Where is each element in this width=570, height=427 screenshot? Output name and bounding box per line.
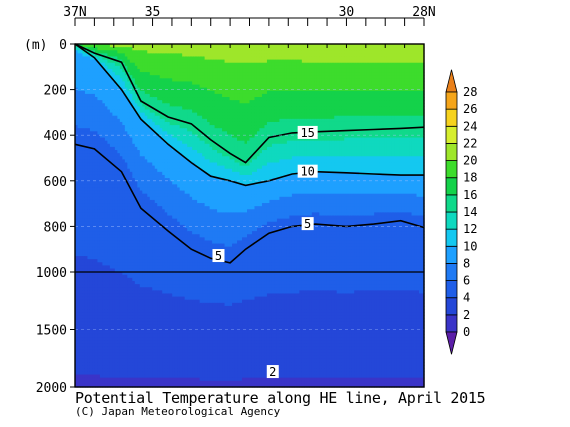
colorbar-block [446, 315, 457, 332]
y-tick-label: 800 [44, 220, 67, 235]
colorbar-top-arrow [446, 70, 457, 92]
colorbar-label: 10 [463, 239, 477, 253]
contour-label: 10 [300, 165, 314, 179]
colorbar-block [446, 195, 457, 212]
y-axis-label: (m) [24, 38, 47, 53]
y-tick-label: 0 [59, 38, 67, 53]
x-tick-label: 35 [145, 5, 161, 20]
y-tick-label: 1000 [36, 266, 67, 281]
temperature-field [75, 44, 425, 388]
y-tick-label: 200 [44, 84, 67, 99]
colorbar-block [446, 161, 457, 178]
contour-label: 5 [215, 249, 222, 263]
colorbar-block [446, 143, 457, 160]
colorbar-label: 28 [463, 85, 477, 99]
colorbar-label: 24 [463, 119, 477, 133]
colorbar-label: 8 [463, 256, 470, 270]
colorbar-label: 4 [463, 291, 470, 305]
colorbar-label: 20 [463, 154, 477, 168]
colorbar-block [446, 92, 457, 109]
colorbar-block [446, 229, 457, 246]
chart-credit: (C) Japan Meteorological Agency [75, 405, 280, 418]
colorbar-block [446, 263, 457, 280]
colorbar-label: 0 [463, 325, 470, 339]
y-tick-label: 2000 [36, 381, 67, 396]
contour-label: 15 [300, 126, 314, 140]
colorbar-label: 12 [463, 222, 477, 236]
x-tick-label: 37N [63, 5, 86, 20]
colorbar-bottom-arrow [446, 332, 457, 354]
colorbar-label: 2 [463, 308, 470, 322]
colorbar-block [446, 109, 457, 126]
colorbar-label: 16 [463, 188, 477, 202]
y-tick-label: 600 [44, 175, 67, 190]
colorbar-label: 14 [463, 205, 477, 219]
colorbar-block [446, 298, 457, 315]
colorbar-block [446, 246, 457, 263]
colorbar-block [446, 281, 457, 298]
y-tick-label: 400 [44, 129, 67, 144]
contour-label: 2 [269, 365, 276, 379]
colorbar-block [446, 126, 457, 143]
colorbar-label: 18 [463, 171, 477, 185]
colorbar-block [446, 212, 457, 229]
colorbar-label: 26 [463, 102, 477, 116]
colorbar-block [446, 178, 457, 195]
x-tick-label: 28N [412, 5, 435, 20]
colorbar-label: 6 [463, 274, 470, 288]
contour-label: 5 [304, 217, 311, 231]
y-tick-label: 1500 [36, 324, 67, 339]
x-tick-label: 30 [339, 5, 355, 20]
colorbar-label: 22 [463, 136, 477, 150]
